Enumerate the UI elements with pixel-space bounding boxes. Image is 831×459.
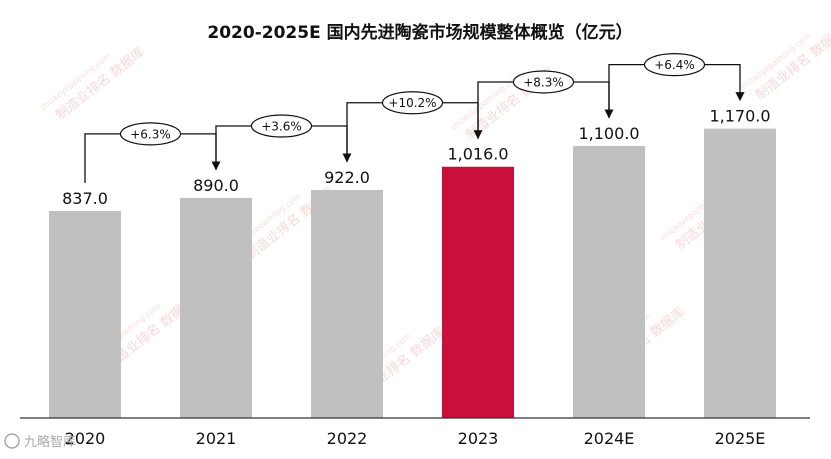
growth-annotation-1: +6.3% [84, 122, 221, 184]
value-labels-layer: 837.0 890.0 922.0 1,016.0 1,100.0 1,170.0 [62, 107, 770, 208]
growth-bubble-1 [119, 122, 182, 146]
data-label-2020: 837.0 [62, 189, 108, 208]
bar-2023 [442, 166, 514, 418]
x-tick-label-2024e: 2024E [584, 429, 635, 448]
watermark-text-8: 制造业排名 数据库 [753, 24, 831, 103]
data-label-2023: 1,016.0 [447, 145, 508, 164]
x-tick-label-2021: 2021 [196, 429, 237, 448]
bar-2025e [704, 128, 776, 418]
growth-label-3: +10.2% [388, 96, 436, 110]
tick-labels-layer: 2020 2021 2022 2023 2024E 2025E [65, 429, 766, 448]
growth-bubble-2 [250, 114, 313, 138]
logo-icon [4, 433, 20, 449]
growth-label-5: +6.4% [654, 58, 695, 72]
growth-label-1: +6.3% [130, 127, 171, 141]
x-tick-label-2025e: 2025E [715, 429, 766, 448]
growth-annotation-2: +3.6% [215, 114, 352, 170]
x-tick-label-2022: 2022 [327, 429, 368, 448]
data-label-2024e: 1,100.0 [578, 124, 639, 143]
growth-bubble-4 [512, 70, 575, 94]
bars-layer [49, 128, 776, 418]
watermark-corner-text: 九略智库 [24, 434, 76, 450]
growth-label-4: +8.3% [523, 75, 564, 89]
growth-annotations-layer: +6.3% +3.6% +10.2% +8.3% +6.4% [84, 53, 745, 184]
data-label-2025e: 1,170.0 [709, 107, 770, 126]
bar-2020 [49, 211, 121, 418]
growth-label-2: +3.6% [261, 119, 302, 133]
data-label-2022: 922.0 [324, 168, 370, 187]
bar-2024e [573, 145, 645, 418]
chart-title: 2020-2025E 国内先进陶瓷市场规模整体概览（亿元） [207, 22, 632, 43]
growth-bubble-3 [381, 91, 444, 115]
bar-2022 [311, 189, 383, 418]
growth-annotation-4: +8.3% [477, 70, 614, 139]
data-label-2021: 890.0 [193, 176, 239, 195]
bar-2021 [180, 197, 252, 418]
growth-bubble-5 [643, 53, 706, 77]
growth-annotation-5: +6.4% [608, 53, 745, 118]
x-tick-label-2020: 2020 [65, 429, 106, 448]
watermark-logo: 九略智库 [4, 433, 76, 450]
x-tick-label-2023: 2023 [458, 429, 499, 448]
